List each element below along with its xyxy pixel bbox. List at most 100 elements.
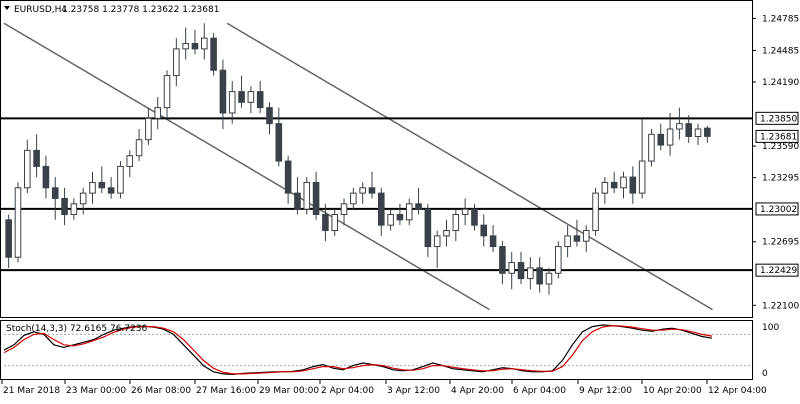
- candle-bull: [23, 149, 31, 189]
- candle-bear: [610, 181, 618, 189]
- candle-bear: [657, 133, 665, 146]
- y-tick-label: 1.22695: [762, 238, 799, 248]
- candle-bull: [14, 187, 22, 258]
- x-tick-label: 4 Apr 20:00: [451, 386, 504, 396]
- candle-bull: [387, 213, 394, 226]
- candle-bull: [443, 230, 450, 237]
- osc-axis-label: 100: [762, 323, 779, 333]
- x-tick-label: 27 Mar 16:00: [196, 386, 256, 396]
- x-tick-label: 10 Apr 20:00: [643, 386, 702, 396]
- y-tick-label: 1.24785: [762, 14, 799, 24]
- candle-bear: [471, 208, 478, 226]
- level-label-box: [755, 202, 799, 216]
- x-tick-label: 6 Apr 04:00: [513, 386, 566, 396]
- chart-title: EURUSD,H4: [14, 5, 67, 15]
- candle-bear: [210, 37, 217, 71]
- x-tick-label: 12 Apr 04:00: [708, 386, 767, 396]
- candle-bull: [694, 128, 702, 137]
- candle-bear: [219, 69, 227, 114]
- candle-bull: [126, 155, 134, 167]
- candle-bull: [145, 117, 152, 141]
- candle-bear: [499, 246, 506, 274]
- x-tick-label: 3 Apr 12:00: [387, 386, 440, 396]
- candle-bear: [322, 213, 329, 232]
- candle-bull: [638, 160, 646, 194]
- candle-bear: [294, 192, 301, 210]
- candle-bear: [98, 181, 106, 189]
- candle-bull: [340, 203, 348, 215]
- candle-bear: [704, 127, 711, 137]
- candle-bear: [415, 203, 422, 210]
- candle-bear: [629, 176, 637, 194]
- candle-bear: [284, 160, 292, 194]
- candle-bear: [238, 91, 245, 103]
- y-tick-label: 1.22100: [762, 301, 799, 311]
- candle-bull: [452, 213, 460, 232]
- candle-bull: [527, 267, 534, 280]
- candle-bear: [42, 165, 50, 189]
- candle-bull: [154, 107, 162, 119]
- candle-bull: [666, 128, 674, 146]
- candle-bull: [601, 181, 609, 194]
- y-tick-label: 1.23295: [762, 174, 799, 184]
- candle-bull: [508, 262, 516, 274]
- candle-bull: [173, 48, 180, 77]
- current-price-label: 1.23681: [760, 132, 797, 142]
- y-tick-label: 1.24190: [762, 78, 799, 88]
- candle-bull: [331, 213, 339, 232]
- candle-bear: [256, 91, 264, 109]
- candle-bear: [33, 149, 40, 167]
- candle-bull: [350, 192, 357, 205]
- candle-bull: [433, 235, 441, 248]
- candle-bull: [564, 235, 571, 248]
- x-tick-label: 26 Mar 08:00: [131, 386, 191, 396]
- candle-bear: [536, 267, 543, 285]
- osc-axis-label: 0: [762, 369, 768, 379]
- candle-bear: [368, 187, 376, 194]
- candle-bull: [554, 246, 562, 274]
- candle-bull: [182, 43, 189, 50]
- y-tick-label: 1.24485: [762, 46, 799, 56]
- x-tick-label: 29 Mar 00:00: [259, 386, 319, 396]
- candle-bull: [135, 139, 143, 157]
- current-price-box: [755, 129, 799, 143]
- candle-bull: [163, 75, 171, 109]
- candle-bear: [275, 123, 283, 162]
- candle-bear: [480, 224, 488, 237]
- candle-bear: [685, 123, 693, 137]
- x-axis: 21 Mar 2018 23 Mar 00:00 26 Mar 08:00 27 Ma…: [1, 380, 767, 396]
- x-tick-label: 9 Apr 12:00: [579, 386, 632, 396]
- candle-bull: [359, 187, 366, 194]
- oscillator-plot-frame: [0, 320, 753, 380]
- candle-bear: [424, 208, 432, 248]
- candle-bull: [117, 165, 124, 194]
- candle-bear: [51, 187, 59, 199]
- candle-bull: [303, 181, 311, 210]
- level-label: 1.23002: [760, 205, 797, 215]
- y-axis: 1.24785 1.24485 1.24190 1.23590 1.23295 1.226…: [752, 14, 799, 311]
- candle-bull: [582, 230, 590, 242]
- trend-lines: [3, 22, 713, 311]
- candle-bull: [620, 176, 627, 189]
- x-tick-label: 2 Apr 04:00: [321, 386, 374, 396]
- candle-bear: [107, 187, 115, 194]
- level-label-box: [755, 111, 799, 125]
- candle-bull: [592, 192, 599, 232]
- level-label: 1.23850: [760, 114, 797, 124]
- trend-line: [226, 22, 713, 311]
- candle-bear: [312, 181, 320, 215]
- y-tick-label: 1.23590: [762, 142, 799, 152]
- collapse-arrow-icon[interactable]: [4, 6, 10, 10]
- main-plot-frame: [0, 0, 753, 318]
- level-labels: 1.23850 1.23002 1.22429 1.23681: [755, 111, 799, 277]
- level-label-box: [755, 263, 799, 277]
- candle-bear: [61, 197, 68, 215]
- candle-bull: [405, 203, 413, 221]
- trend-line: [3, 22, 490, 311]
- candle-bull: [89, 181, 96, 194]
- ohlc-readout: 1.23758 1.23778 1.23622 1.23681: [62, 5, 219, 15]
- level-label: 1.22429: [760, 266, 797, 276]
- candles: [5, 23, 711, 295]
